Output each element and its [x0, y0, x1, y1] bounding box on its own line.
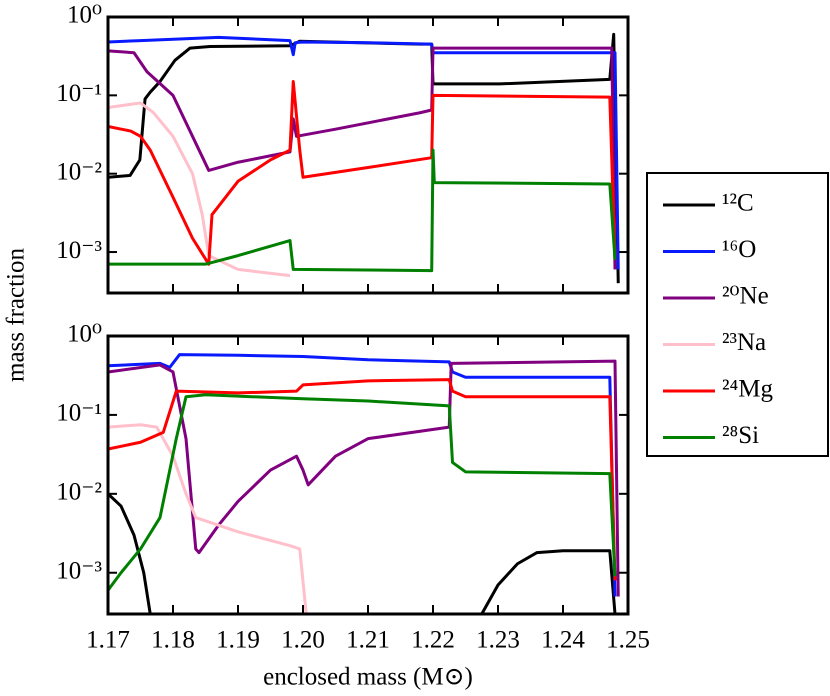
legend-label: ¹⁶O — [722, 236, 756, 263]
x-tick-label: 1.23 — [476, 627, 520, 654]
y-tick-label: 10⁻¹ — [56, 80, 102, 107]
x-tick-label: 1.21 — [346, 627, 390, 654]
x-tick-label: 1.19 — [216, 627, 260, 654]
legend-label: ²⁸Si — [722, 422, 759, 449]
legend-label: ¹²C — [722, 190, 754, 217]
x-tick-label: 1.17 — [86, 627, 130, 654]
legend-label: ²³Na — [722, 329, 766, 356]
y-tick-label: 10⁰ — [67, 321, 102, 348]
legend-label: ²⁴Mg — [722, 376, 773, 403]
y-tick-label: 10⁰ — [67, 2, 102, 29]
legend-label: ²⁰Ne — [722, 283, 769, 310]
y-axis-label: mass fraction — [3, 248, 30, 382]
y-tick-label: 10⁻² — [56, 479, 102, 506]
data-line — [108, 492, 617, 614]
y-tick-label: 10⁻³ — [56, 557, 102, 584]
x-tick-label: 1.18 — [151, 627, 195, 654]
x-tick-label: 1.24 — [541, 627, 585, 654]
x-tick-label: 1.20 — [281, 627, 325, 654]
data-line — [108, 423, 308, 614]
legend-box — [646, 172, 829, 457]
data-line — [108, 32, 620, 284]
y-tick-label: 10⁻³ — [56, 237, 102, 264]
data-line — [108, 393, 617, 592]
x-tick-label: 1.22 — [411, 627, 455, 654]
plot-frame — [106, 15, 630, 295]
data-line — [108, 101, 291, 278]
data-line — [108, 35, 620, 270]
data-line — [108, 378, 617, 581]
data-line — [108, 353, 617, 597]
y-tick-label: 10⁻² — [56, 158, 102, 185]
data-line — [108, 148, 617, 273]
y-tick-label: 10⁻¹ — [56, 400, 102, 427]
x-tick-label: 1.25 — [606, 627, 650, 654]
x-axis-label: enclosed mass (M⊙) — [263, 664, 473, 691]
data-line — [108, 80, 617, 266]
